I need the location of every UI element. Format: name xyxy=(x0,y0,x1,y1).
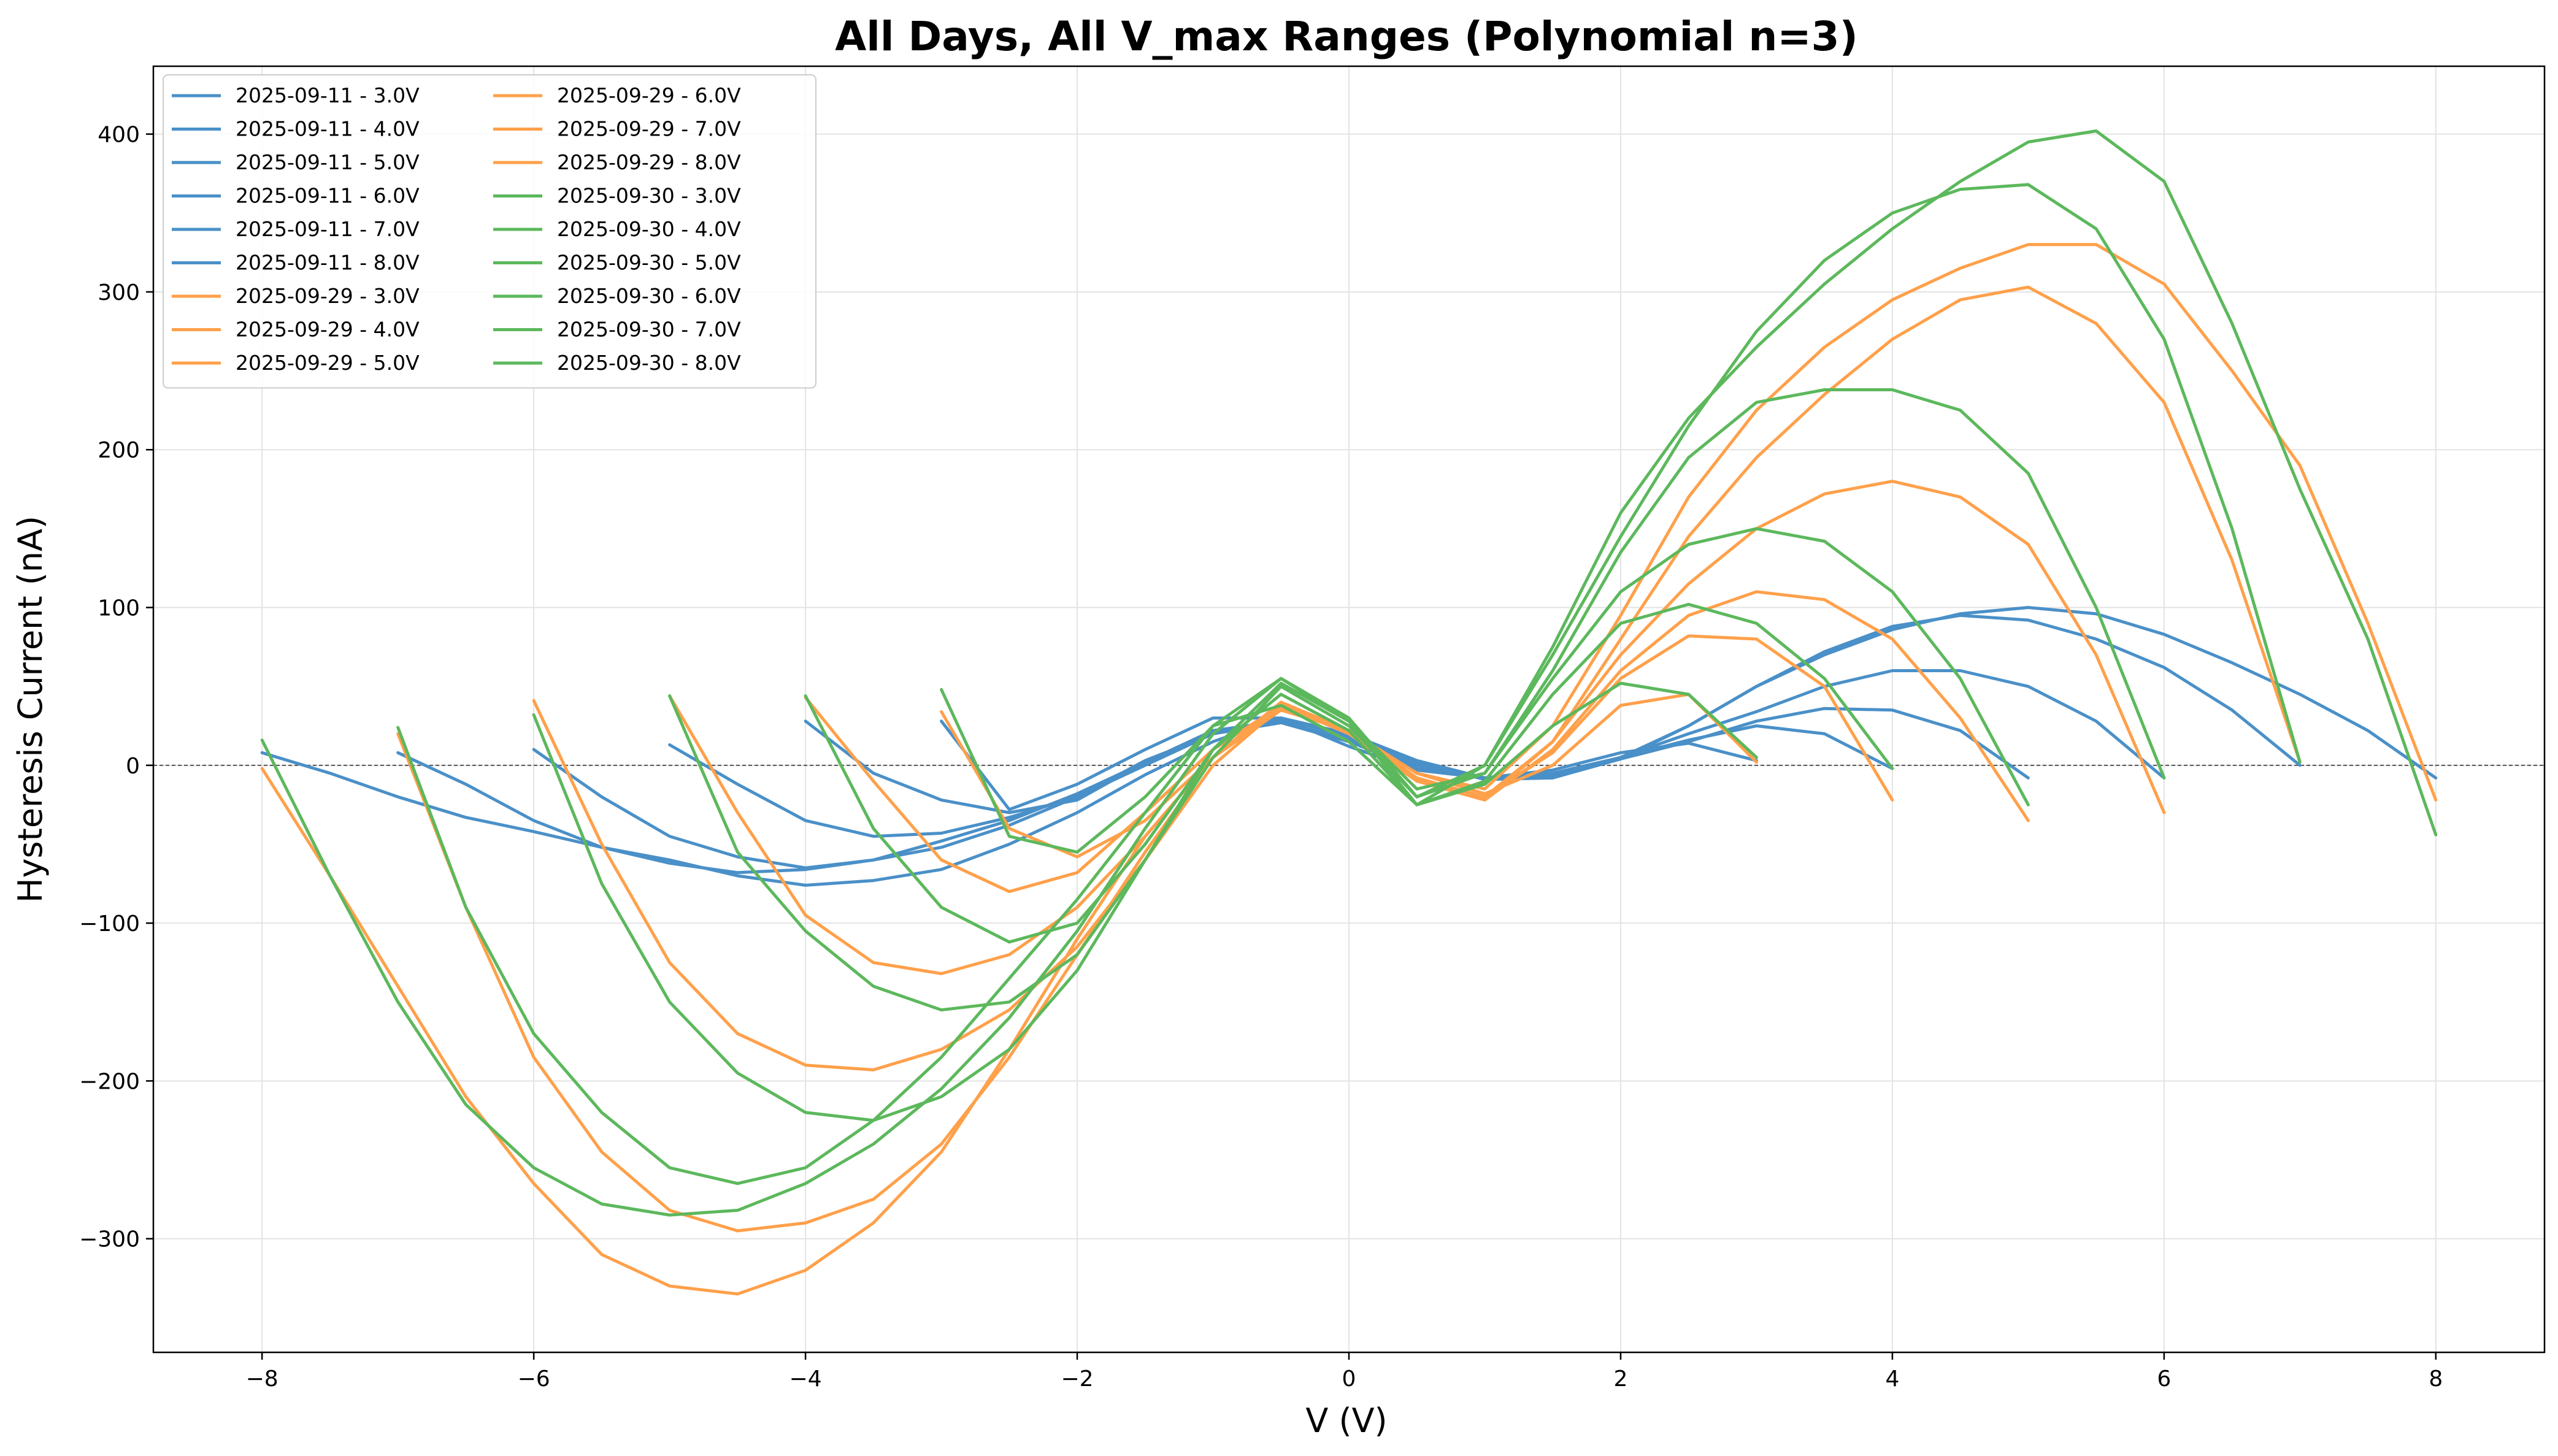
series-lines xyxy=(260,129,2438,1296)
series-line xyxy=(668,590,2030,975)
y-tick-label: −200 xyxy=(79,1069,140,1094)
legend-label: 2025-09-30 - 5.0V xyxy=(557,251,741,275)
legend-label: 2025-09-30 - 6.0V xyxy=(557,284,741,308)
chart-title: All Days, All V_max Ranges (Polynomial n… xyxy=(835,13,1858,60)
y-tick-label: 0 xyxy=(126,754,140,779)
x-tick-label: 8 xyxy=(2429,1366,2443,1392)
y-tick-label: 100 xyxy=(98,596,140,621)
legend-label: 2025-09-11 - 5.0V xyxy=(236,150,420,174)
series-line xyxy=(804,602,1894,944)
legend-label: 2025-09-30 - 7.0V xyxy=(557,318,741,342)
y-tick-label: 400 xyxy=(98,123,140,148)
legend-label: 2025-09-11 - 3.0V xyxy=(236,83,420,107)
legend-label: 2025-09-29 - 3.0V xyxy=(236,284,420,308)
series-line xyxy=(260,129,2438,1217)
legend-label: 2025-09-11 - 8.0V xyxy=(236,251,420,275)
legend-label: 2025-09-11 - 6.0V xyxy=(236,184,420,208)
series-line xyxy=(940,681,1758,854)
legend-box xyxy=(163,74,816,389)
x-tick-label: 4 xyxy=(1885,1366,1899,1392)
legend-label: 2025-09-30 - 4.0V xyxy=(557,217,741,241)
series-line xyxy=(396,183,2302,1186)
legend-label: 2025-09-29 - 5.0V xyxy=(236,351,420,375)
x-tick-label: −2 xyxy=(1061,1366,1094,1392)
legend: 2025-09-11 - 3.0V 2025-09-11 - 4.0V 2025-0… xyxy=(163,74,816,389)
legend-label: 2025-09-30 - 3.0V xyxy=(557,184,741,208)
x-tick-label: −8 xyxy=(246,1366,278,1392)
x-tick-label: −4 xyxy=(789,1366,822,1392)
legend-label: 2025-09-29 - 6.0V xyxy=(557,83,741,107)
series-line xyxy=(668,527,2030,1012)
x-axis-label: V (V) xyxy=(1305,1401,1387,1440)
y-tick-label: −300 xyxy=(79,1227,140,1252)
legend-label: 2025-09-29 - 8.0V xyxy=(557,150,741,174)
x-tick-label: 2 xyxy=(1614,1366,1628,1392)
x-tick-label: 6 xyxy=(2157,1366,2171,1392)
y-tick-label: 200 xyxy=(98,438,140,463)
legend-label: 2025-09-29 - 4.0V xyxy=(236,318,420,342)
y-tick-label: 300 xyxy=(98,280,140,305)
x-tick-label: 0 xyxy=(1342,1366,1356,1392)
y-tick-label: −100 xyxy=(79,911,140,937)
x-axis-ticks: −8 −6 −4 −2 0 2 4 6 8 xyxy=(246,1352,2443,1392)
y-axis-label: Hysteresis Current (nA) xyxy=(11,516,50,903)
x-tick-label: −6 xyxy=(518,1366,550,1392)
y-axis-ticks: −300 −200 −100 0 100 200 300 400 xyxy=(79,123,153,1252)
legend-label: 2025-09-30 - 8.0V xyxy=(557,351,741,375)
legend-label: 2025-09-11 - 4.0V xyxy=(236,117,420,141)
legend-label: 2025-09-29 - 7.0V xyxy=(557,117,741,141)
series-line xyxy=(940,716,1758,811)
legend-label: 2025-09-11 - 7.0V xyxy=(236,217,420,241)
